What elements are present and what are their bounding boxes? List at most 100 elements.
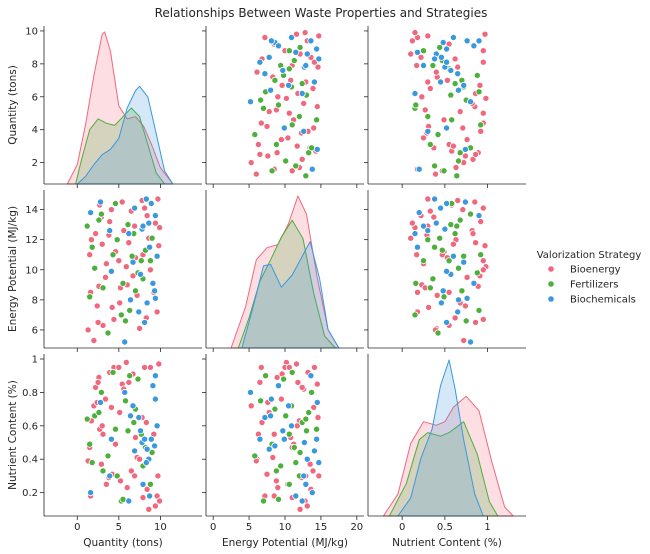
point-bioenergy-45 [94, 318, 102, 326]
point-fertilizers-19 [445, 257, 453, 265]
point-biochemicals-1 [454, 70, 462, 78]
point-fertilizers-1 [124, 221, 132, 229]
point-bioenergy-20 [146, 363, 154, 371]
point-bioenergy-40 [459, 206, 467, 214]
point-bioenergy-2 [90, 336, 98, 344]
point-fertilizers-14 [462, 317, 470, 325]
y-tick-label: 4 [32, 125, 38, 136]
point-fertilizers-22 [438, 246, 446, 254]
point-bioenergy-36 [272, 477, 280, 485]
point-fertilizers-5 [305, 408, 313, 416]
point-bioenergy-3 [118, 198, 126, 206]
point-biochemicals-3 [307, 372, 315, 380]
point-fertilizers-21 [126, 306, 134, 314]
point-biochemicals-2 [439, 287, 447, 295]
point-biochemicals-10 [454, 296, 462, 304]
point-fertilizers-23 [113, 236, 121, 244]
point-fertilizers-17 [97, 388, 105, 396]
y-tick-label: 0.8 [22, 388, 38, 399]
point-biochemicals-7 [274, 42, 282, 50]
point-bioenergy-7 [440, 116, 448, 124]
point-fertilizers-16 [88, 459, 96, 467]
point-fertilizers-22 [290, 443, 298, 451]
point-bioenergy-41 [131, 433, 139, 441]
point-fertilizers-20 [83, 222, 91, 230]
point-biochemicals-21 [431, 195, 439, 203]
point-fertilizers-12 [313, 116, 321, 124]
point-bioenergy-46 [131, 472, 139, 480]
point-bioenergy-37 [303, 502, 311, 510]
kde-nutrient-fertilizers [388, 421, 499, 517]
point-biochemicals-22 [308, 489, 316, 497]
point-bioenergy-4 [481, 30, 489, 38]
point-fertilizers-9 [285, 47, 293, 55]
point-biochemicals-5 [300, 438, 308, 446]
point-biochemicals-17 [411, 230, 419, 238]
point-biochemicals-2 [151, 287, 159, 295]
point-fertilizers-16 [431, 243, 439, 251]
point-bioenergy-30 [257, 119, 265, 127]
point-bioenergy-27 [477, 127, 485, 135]
point-fertilizers-12 [448, 116, 456, 124]
point-fertilizers-17 [308, 144, 316, 152]
point-fertilizers-19 [137, 257, 145, 265]
y-tick-label: 10 [25, 26, 38, 37]
point-biochemicals-16 [143, 445, 151, 453]
point-biochemicals-3 [307, 37, 315, 45]
point-bioenergy-32 [125, 378, 133, 386]
point-biochemicals-11 [97, 398, 105, 406]
point-bioenergy-16 [139, 494, 147, 502]
y-tick-label: 0.6 [22, 421, 38, 432]
point-bioenergy-35 [84, 326, 92, 334]
point-biochemicals-3 [475, 212, 483, 220]
point-bioenergy-13 [122, 263, 130, 271]
point-biochemicals-7 [149, 382, 157, 390]
point-bioenergy-16 [413, 62, 421, 70]
point-bioenergy-45 [472, 150, 480, 158]
point-bioenergy-32 [125, 239, 133, 247]
point-bioenergy-37 [408, 37, 416, 45]
point-fertilizers-18 [274, 101, 282, 109]
point-bioenergy-5 [99, 430, 107, 438]
x-axis-label-qty: Quantity (tons) [83, 537, 163, 549]
point-fertilizers-23 [424, 113, 432, 121]
point-biochemicals-4 [131, 447, 139, 455]
point-fertilizers-11 [460, 252, 468, 260]
point-biochemicals-22 [308, 165, 316, 173]
point-biochemicals-9 [141, 435, 149, 443]
y-tick-label: 1 [32, 355, 38, 366]
point-bioenergy-1 [153, 308, 161, 316]
point-bioenergy-13 [482, 94, 490, 102]
point-biochemicals-16 [437, 299, 445, 307]
point-biochemicals-16 [265, 445, 273, 453]
point-biochemicals-13 [300, 127, 308, 135]
point-biochemicals-23 [463, 37, 471, 45]
y-tick-label: 2 [32, 158, 38, 169]
point-bioenergy-37 [151, 219, 159, 227]
point-bioenergy-47 [479, 109, 487, 117]
point-biochemicals-22 [415, 165, 423, 173]
point-biochemicals-17 [298, 90, 306, 98]
point-biochemicals-7 [470, 279, 478, 287]
point-biochemicals-8 [419, 62, 427, 70]
point-biochemicals-7 [470, 42, 478, 50]
point-biochemicals-16 [437, 53, 445, 61]
point-fertilizers-10 [86, 440, 94, 448]
x-tick-label: 5 [246, 522, 252, 533]
point-biochemicals-13 [106, 472, 114, 480]
point-biochemicals-1 [454, 308, 462, 316]
point-fertilizers-2 [282, 157, 290, 165]
point-bioenergy-19 [411, 29, 419, 37]
point-bioenergy-23 [263, 122, 271, 130]
point-bioenergy-8 [273, 373, 281, 381]
point-fertilizers-13 [99, 284, 107, 292]
point-bioenergy-33 [102, 260, 110, 268]
point-biochemicals-20 [280, 435, 288, 443]
point-bioenergy-5 [254, 140, 262, 148]
point-fertilizers-9 [146, 257, 154, 265]
point-fertilizers-8 [434, 131, 442, 139]
point-fertilizers-16 [292, 459, 300, 467]
kde-nutrient-bioenergy [382, 395, 514, 517]
point-bioenergy-8 [273, 149, 281, 157]
point-biochemicals-5 [441, 225, 449, 233]
